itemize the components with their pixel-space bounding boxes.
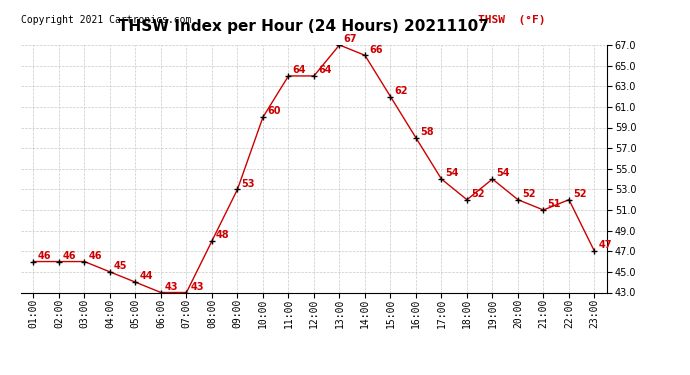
Text: THSW  (°F): THSW (°F) (478, 15, 546, 25)
Text: 45: 45 (114, 261, 128, 271)
Text: 52: 52 (471, 189, 484, 199)
Text: 54: 54 (497, 168, 510, 178)
Text: 51: 51 (548, 199, 561, 209)
Text: 44: 44 (139, 272, 153, 281)
Text: 66: 66 (369, 45, 383, 54)
Text: THSW Index per Hour (24 Hours) 20211107: THSW Index per Hour (24 Hours) 20211107 (118, 19, 489, 34)
Text: 47: 47 (599, 240, 612, 250)
Text: 43: 43 (165, 282, 179, 292)
Text: 52: 52 (573, 189, 586, 199)
Text: 52: 52 (522, 189, 535, 199)
Text: 48: 48 (216, 230, 230, 240)
Text: 60: 60 (267, 106, 281, 116)
Text: 64: 64 (318, 65, 332, 75)
Text: 53: 53 (241, 178, 255, 189)
Text: 46: 46 (88, 251, 102, 261)
Text: 46: 46 (63, 251, 77, 261)
Text: 43: 43 (190, 282, 204, 292)
Text: Copyright 2021 Cartronics.com: Copyright 2021 Cartronics.com (21, 15, 191, 25)
Text: 58: 58 (420, 127, 434, 137)
Text: 64: 64 (293, 65, 306, 75)
Text: 54: 54 (446, 168, 459, 178)
Text: 62: 62 (395, 86, 408, 96)
Text: 67: 67 (344, 34, 357, 44)
Text: 46: 46 (38, 251, 51, 261)
